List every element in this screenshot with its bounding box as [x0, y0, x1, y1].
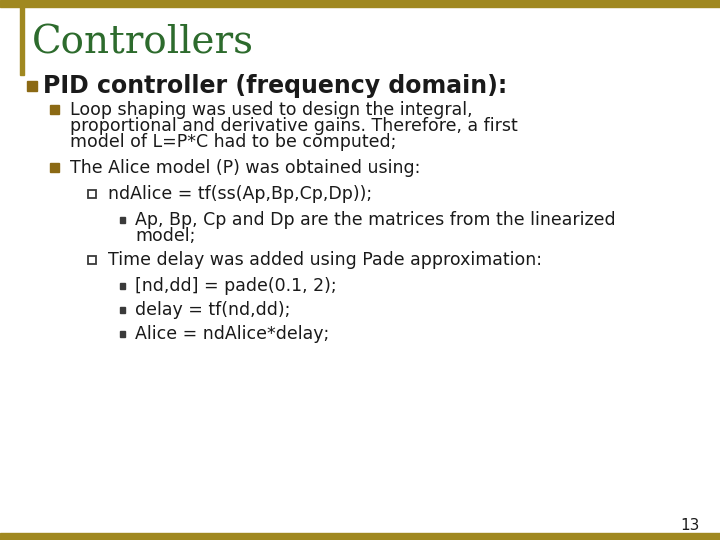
Bar: [27, 81, 37, 91]
Bar: [120, 283, 125, 289]
Bar: [88, 190, 96, 198]
Text: ndAlice = tf(ss(Ap,Bp,Cp,Dp));: ndAlice = tf(ss(Ap,Bp,Cp,Dp));: [108, 185, 372, 203]
Text: Controllers: Controllers: [32, 24, 254, 62]
Bar: [20, 7, 24, 75]
Bar: [50, 105, 59, 114]
Bar: [50, 163, 59, 172]
Text: proportional and derivative gains. Therefore, a first: proportional and derivative gains. There…: [70, 117, 518, 135]
Bar: [120, 307, 125, 313]
Text: model of L=P*C had to be computed;: model of L=P*C had to be computed;: [70, 133, 397, 151]
Text: Loop shaping was used to design the integral,: Loop shaping was used to design the inte…: [70, 101, 472, 119]
Text: PID controller (frequency domain):: PID controller (frequency domain):: [43, 74, 508, 98]
Bar: [88, 256, 96, 264]
Text: 13: 13: [680, 518, 700, 534]
Text: [nd,dd] = pade(0.1, 2);: [nd,dd] = pade(0.1, 2);: [135, 277, 337, 295]
Text: delay = tf(nd,dd);: delay = tf(nd,dd);: [135, 301, 290, 319]
Bar: [0, 533, 720, 540]
Bar: [120, 331, 125, 337]
Bar: [0, 0, 720, 7]
Text: Ap, Bp, Cp and Dp are the matrices from the linearized: Ap, Bp, Cp and Dp are the matrices from …: [135, 211, 616, 229]
Text: The Alice model (P) was obtained using:: The Alice model (P) was obtained using:: [70, 159, 420, 177]
Text: Time delay was added using Pade approximation:: Time delay was added using Pade approxim…: [108, 251, 542, 269]
Text: model;: model;: [135, 227, 195, 245]
Text: Alice = ndAlice*delay;: Alice = ndAlice*delay;: [135, 325, 329, 343]
Bar: [120, 217, 125, 223]
